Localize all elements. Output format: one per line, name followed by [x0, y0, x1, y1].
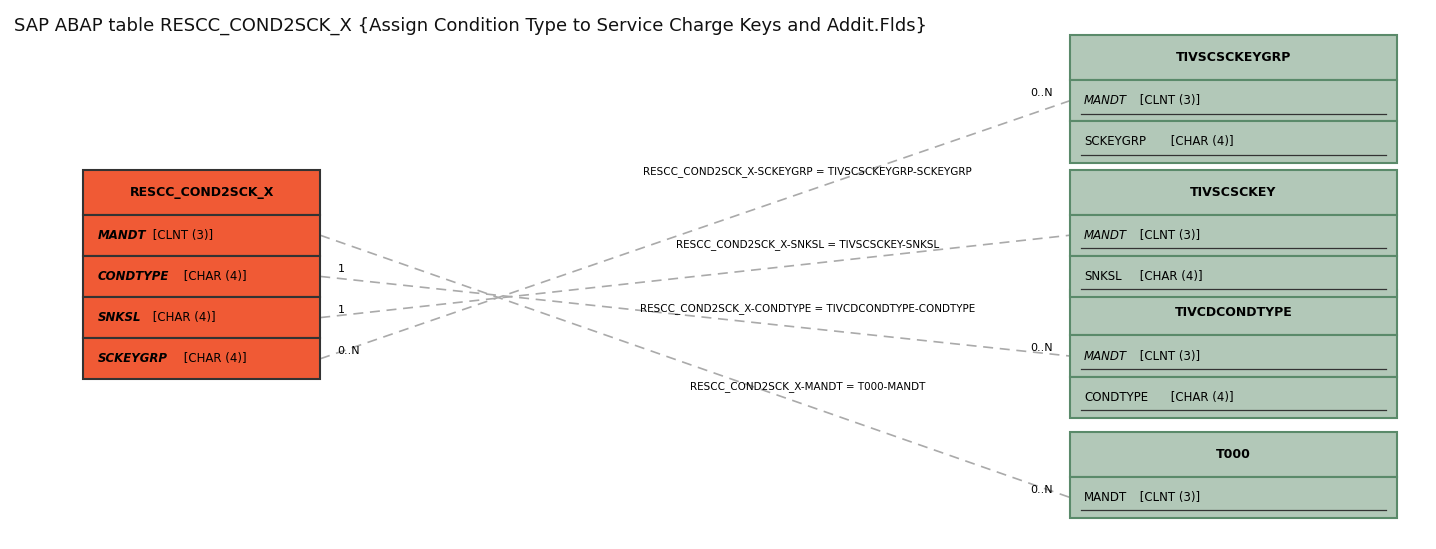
- Text: RESCC_COND2SCK_X-MANDT = T000-MANDT: RESCC_COND2SCK_X-MANDT = T000-MANDT: [689, 381, 925, 392]
- Text: [CLNT (3)]: [CLNT (3)]: [149, 229, 214, 242]
- Text: SNKSL: SNKSL: [1084, 270, 1122, 283]
- FancyBboxPatch shape: [1070, 477, 1397, 518]
- Text: MANDT: MANDT: [98, 229, 146, 242]
- FancyBboxPatch shape: [83, 215, 320, 256]
- Text: 1: 1: [337, 264, 345, 273]
- Text: 1: 1: [337, 305, 345, 315]
- Text: [CHAR (4)]: [CHAR (4)]: [181, 270, 247, 283]
- FancyBboxPatch shape: [83, 170, 320, 215]
- FancyBboxPatch shape: [1070, 170, 1397, 215]
- FancyBboxPatch shape: [1070, 35, 1397, 80]
- Text: [CHAR (4)]: [CHAR (4)]: [1136, 270, 1202, 283]
- Text: 0..N: 0..N: [1030, 485, 1053, 495]
- FancyBboxPatch shape: [1070, 215, 1397, 256]
- Text: RESCC_COND2SCK_X: RESCC_COND2SCK_X: [129, 186, 274, 199]
- Text: [CHAR (4)]: [CHAR (4)]: [181, 352, 247, 365]
- Text: [CHAR (4)]: [CHAR (4)]: [1167, 136, 1234, 148]
- Text: MANDT: MANDT: [1084, 491, 1127, 504]
- Text: [CLNT (3)]: [CLNT (3)]: [1136, 491, 1200, 504]
- Text: [CLNT (3)]: [CLNT (3)]: [1136, 229, 1200, 242]
- FancyBboxPatch shape: [1070, 290, 1397, 335]
- Text: TIVSCSCKEYGRP: TIVSCSCKEYGRP: [1176, 51, 1291, 64]
- Text: TIVSCSCKEY: TIVSCSCKEY: [1190, 186, 1277, 199]
- Text: 0..N: 0..N: [1030, 88, 1053, 98]
- FancyBboxPatch shape: [1070, 256, 1397, 297]
- Text: TIVCDCONDTYPE: TIVCDCONDTYPE: [1175, 306, 1292, 320]
- Text: [CHAR (4)]: [CHAR (4)]: [1167, 391, 1234, 404]
- Text: MANDT: MANDT: [1084, 229, 1127, 242]
- Text: SCKEYGRP: SCKEYGRP: [1084, 136, 1146, 148]
- Text: RESCC_COND2SCK_X-CONDTYPE = TIVCDCONDTYPE-CONDTYPE: RESCC_COND2SCK_X-CONDTYPE = TIVCDCONDTYP…: [640, 304, 975, 315]
- Text: [CLNT (3)]: [CLNT (3)]: [1136, 94, 1200, 107]
- Text: T000: T000: [1216, 448, 1251, 461]
- Text: MANDT: MANDT: [1084, 350, 1127, 362]
- Text: CONDTYPE: CONDTYPE: [98, 270, 169, 283]
- Text: SCKEYGRP: SCKEYGRP: [98, 352, 168, 365]
- FancyBboxPatch shape: [1070, 335, 1397, 377]
- FancyBboxPatch shape: [83, 256, 320, 297]
- Text: [CHAR (4)]: [CHAR (4)]: [149, 311, 215, 324]
- Text: RESCC_COND2SCK_X-SCKEYGRP = TIVSCSCKEYGRP-SCKEYGRP: RESCC_COND2SCK_X-SCKEYGRP = TIVSCSCKEYGR…: [643, 166, 972, 177]
- Text: 0..N: 0..N: [337, 346, 360, 356]
- Text: 0..N: 0..N: [1030, 343, 1053, 354]
- FancyBboxPatch shape: [83, 338, 320, 379]
- Text: MANDT: MANDT: [1084, 94, 1127, 107]
- Text: SNKSL: SNKSL: [98, 311, 141, 324]
- Text: [CLNT (3)]: [CLNT (3)]: [1136, 350, 1200, 362]
- FancyBboxPatch shape: [1070, 121, 1397, 163]
- FancyBboxPatch shape: [1070, 377, 1397, 418]
- Text: RESCC_COND2SCK_X-SNKSL = TIVSCSCKEY-SNKSL: RESCC_COND2SCK_X-SNKSL = TIVSCSCKEY-SNKS…: [676, 239, 939, 250]
- FancyBboxPatch shape: [83, 297, 320, 338]
- FancyBboxPatch shape: [1070, 432, 1397, 477]
- Text: SAP ABAP table RESCC_COND2SCK_X {Assign Condition Type to Service Charge Keys an: SAP ABAP table RESCC_COND2SCK_X {Assign …: [14, 16, 928, 35]
- FancyBboxPatch shape: [1070, 80, 1397, 121]
- Text: CONDTYPE: CONDTYPE: [1084, 391, 1149, 404]
